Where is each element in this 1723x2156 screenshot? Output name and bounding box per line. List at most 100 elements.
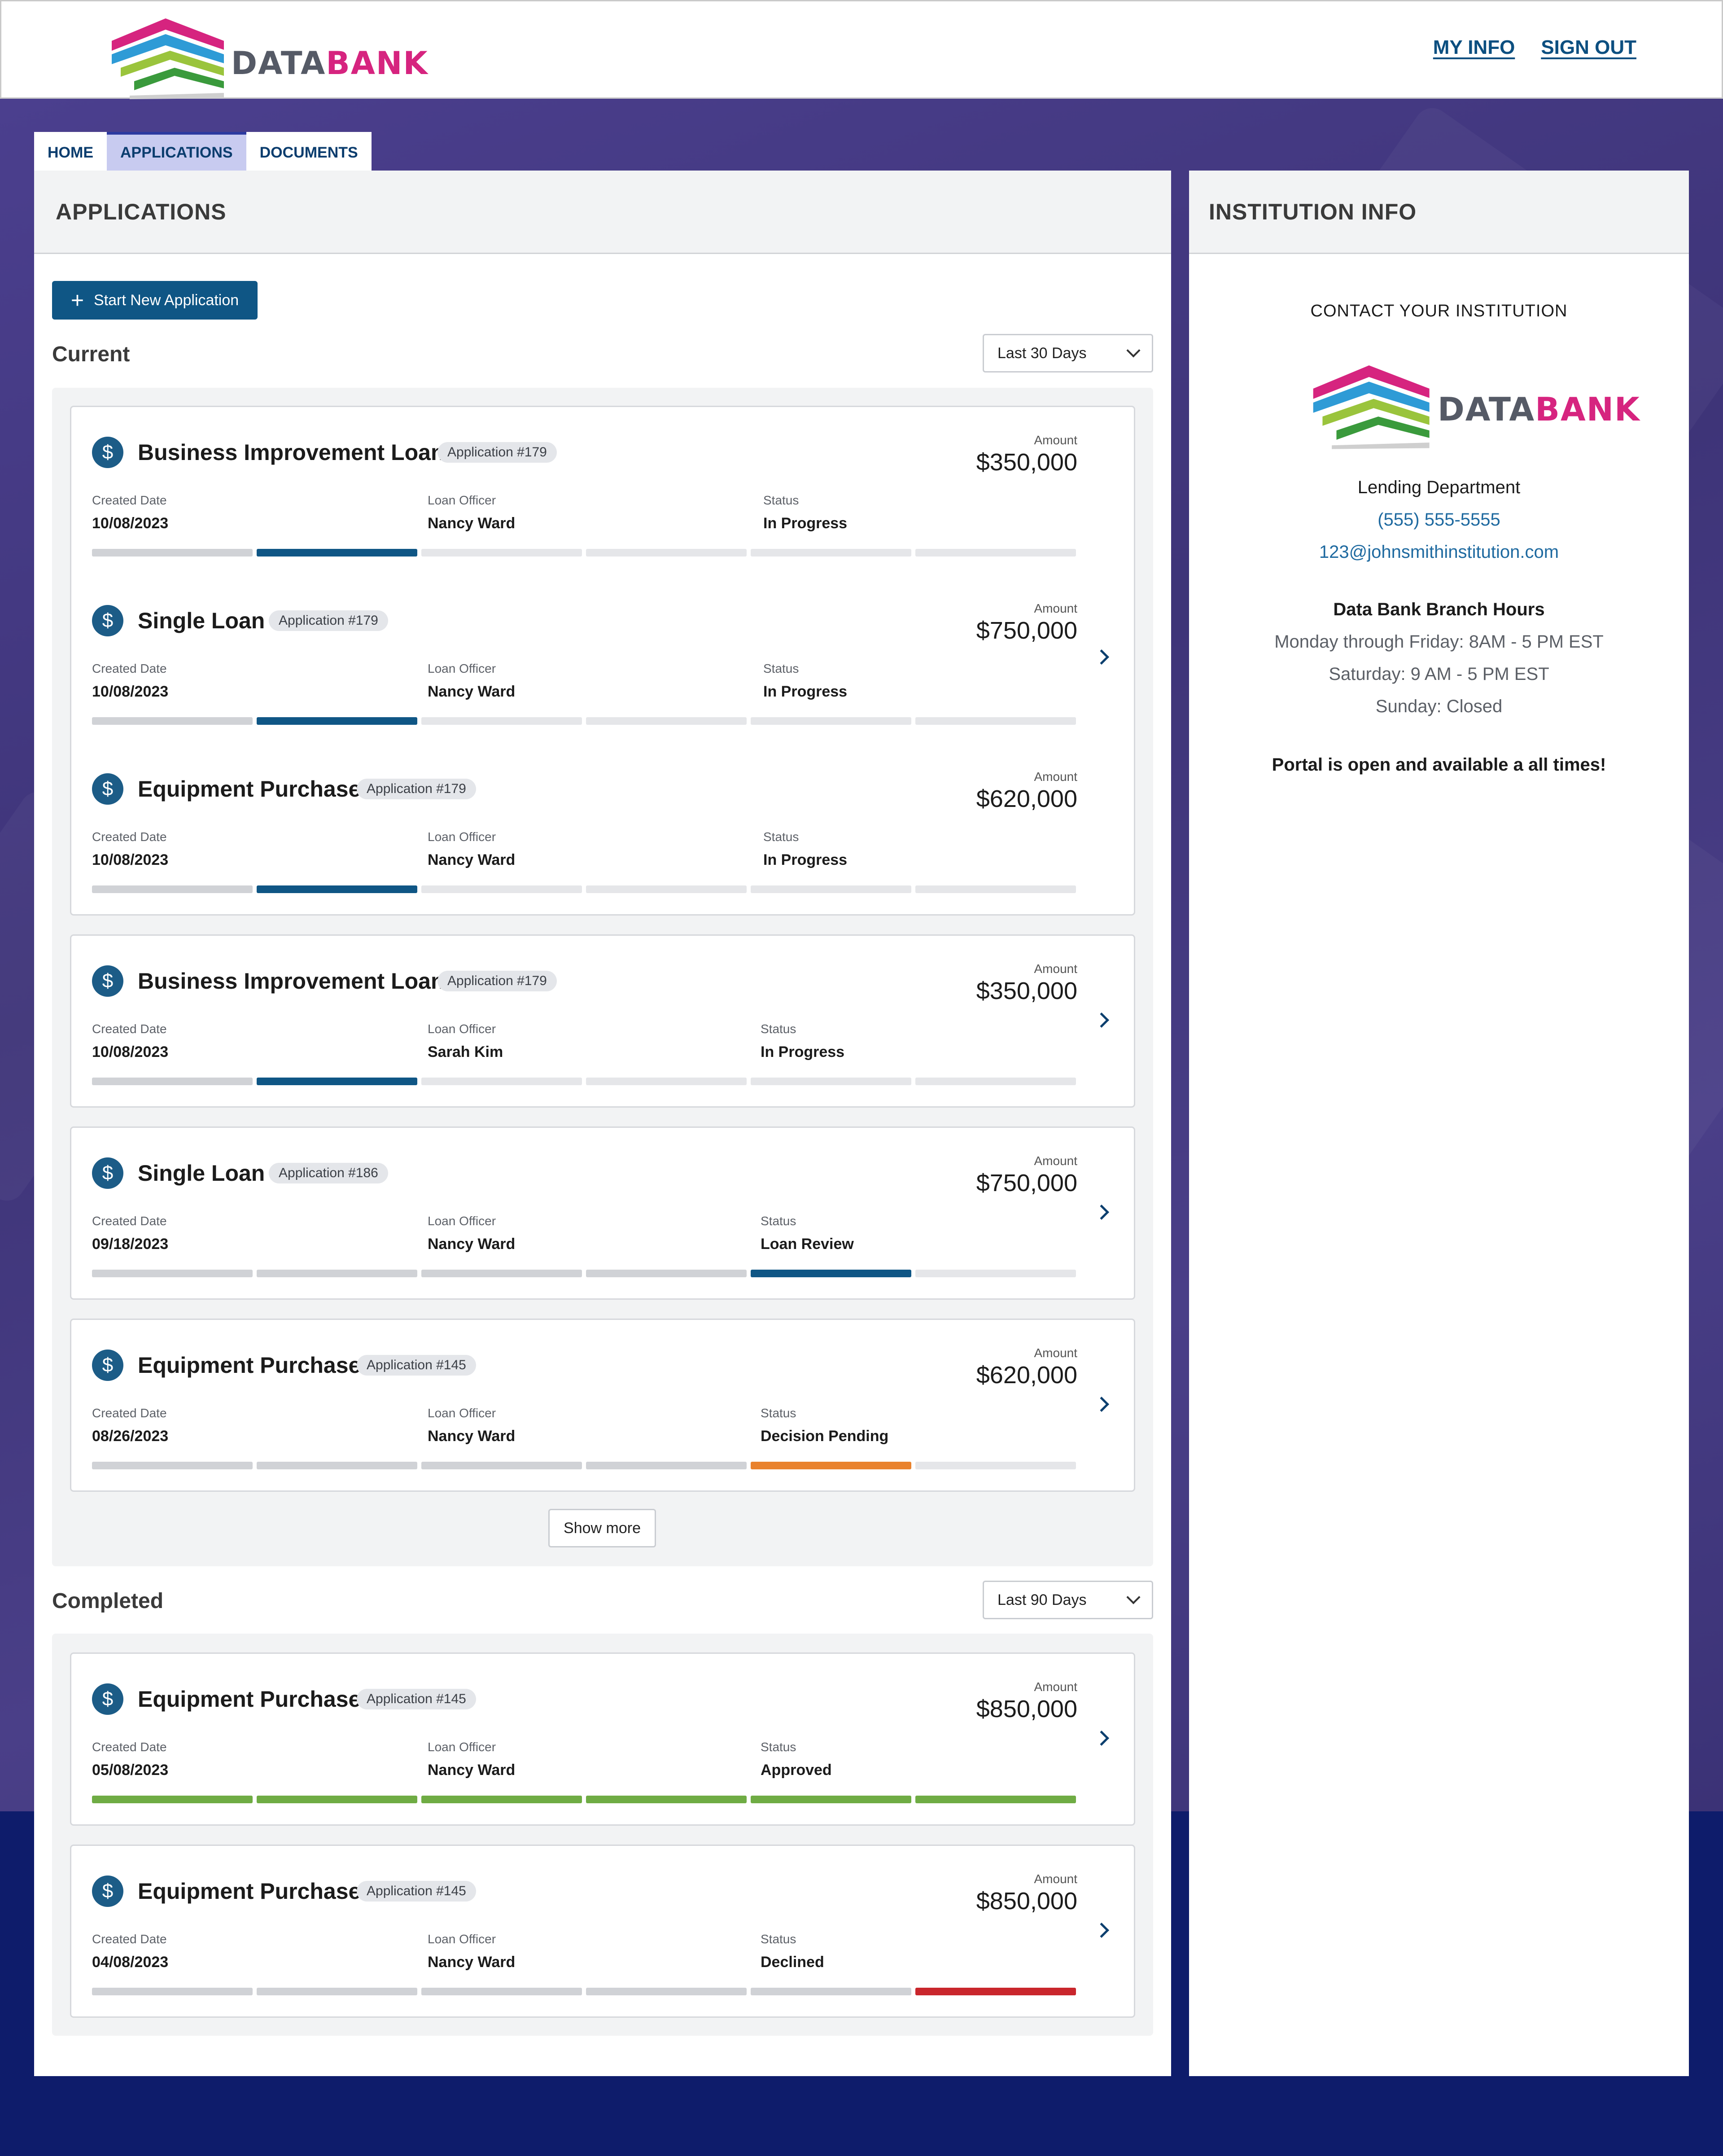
progress-segment (586, 885, 747, 893)
progress-segment (915, 1462, 1076, 1469)
chevron-right-icon[interactable] (1094, 1012, 1109, 1028)
progress-segment (421, 1270, 582, 1277)
status-label: Status (763, 493, 799, 507)
hours-sunday: Sunday: Closed (1375, 697, 1503, 716)
chevron-down-icon (1126, 1590, 1141, 1604)
application-card[interactable]: $ Single Loan Application #186 Amount $7… (70, 1126, 1135, 1300)
top-nav: MY INFO SIGN OUT (1433, 36, 1636, 59)
progress-segment (421, 1462, 582, 1469)
progress-bar (92, 1796, 1076, 1803)
status-value: Declined (761, 1954, 824, 1971)
created-date-label: Created Date (92, 1740, 167, 1754)
amount-value: $750,000 (976, 617, 1077, 644)
amount-value: $620,000 (976, 1362, 1077, 1389)
chevron-right-icon[interactable] (1094, 649, 1109, 665)
application-number-badge: Application #179 (437, 442, 557, 463)
application-title: Single Loan (138, 608, 265, 633)
loan-officer-label: Loan Officer (428, 493, 496, 507)
progress-segment (257, 885, 417, 893)
brand-logo[interactable]: DATABANK (103, 9, 429, 99)
chevron-right-icon[interactable] (1094, 1205, 1109, 1220)
progress-bar (92, 549, 1076, 557)
phone-link[interactable]: (555) 555-5555 (1378, 510, 1500, 530)
tab-documents[interactable]: DOCUMENTS (246, 132, 372, 171)
progress-segment (915, 1078, 1076, 1085)
progress-segment (915, 885, 1076, 893)
progress-segment (421, 885, 582, 893)
sign-out-link[interactable]: SIGN OUT (1541, 36, 1636, 58)
progress-bar (92, 1462, 1076, 1469)
chevron-right-icon[interactable] (1094, 1923, 1109, 1938)
created-date-label: Created Date (92, 1406, 167, 1420)
application-card[interactable]: $ Equipment Purchase Application #145 Am… (70, 1319, 1135, 1492)
loan-officer-value: Nancy Ward (428, 1762, 516, 1779)
chevron-right-icon[interactable] (1094, 1397, 1109, 1412)
chevron-right-icon[interactable] (1094, 1731, 1109, 1746)
progress-segment (421, 549, 582, 557)
progress-bar (92, 885, 1076, 893)
amount-value: $350,000 (976, 977, 1077, 1004)
start-new-application-button[interactable]: + Start New Application (52, 281, 258, 320)
application-entry[interactable]: $ Single Loan Application #179 Amount $7… (71, 575, 1134, 744)
loan-officer-label: Loan Officer (428, 1214, 496, 1228)
dollar-icon: $ (92, 1876, 123, 1907)
application-card[interactable]: $ Equipment Purchase Application #145 Am… (70, 1845, 1135, 2018)
status-value: In Progress (763, 851, 848, 868)
loan-officer-value: Nancy Ward (428, 683, 516, 700)
completed-section-title: Completed (52, 1589, 164, 1613)
progress-segment (257, 1270, 417, 1277)
amount-label: Amount (1034, 601, 1078, 615)
application-card[interactable]: $ Equipment Purchase Application #145 Am… (70, 1652, 1135, 1826)
status-label: Status (763, 830, 799, 844)
created-date-value: 04/08/2023 (92, 1954, 169, 1971)
amount-value: $750,000 (976, 1170, 1077, 1196)
progress-segment (257, 1078, 417, 1085)
progress-segment (915, 549, 1076, 557)
progress-segment (92, 1796, 253, 1803)
applications-panel-title: APPLICATIONS (34, 171, 1171, 254)
amount-label: Amount (1034, 1680, 1078, 1694)
progress-segment (257, 717, 417, 725)
amount-label: Amount (1034, 1346, 1078, 1360)
completed-date-filter[interactable]: Last 90 Days (983, 1581, 1153, 1619)
application-number-badge: Application #179 (437, 971, 557, 991)
loan-officer-label: Loan Officer (428, 1022, 496, 1036)
logo-mark-icon (112, 18, 224, 99)
application-card: $ Business Improvement Loan Application … (70, 406, 1135, 916)
tab-applications[interactable]: APPLICATIONS (107, 132, 246, 171)
progress-segment (751, 1796, 911, 1803)
loan-officer-label: Loan Officer (428, 1406, 496, 1420)
progress-segment (915, 717, 1076, 725)
loan-officer-value: Sarah Kim (428, 1043, 503, 1060)
application-number-badge: Application #145 (357, 1881, 476, 1902)
progress-segment (92, 885, 253, 893)
created-date-label: Created Date (92, 1022, 167, 1036)
created-date-value: 09/18/2023 (92, 1236, 169, 1253)
chevron-down-icon (1126, 343, 1141, 358)
tab-home[interactable]: HOME (34, 132, 107, 171)
amount-value: $350,000 (976, 449, 1077, 476)
loan-officer-value: Nancy Ward (428, 1954, 516, 1971)
application-title: Business Improvement Loan (138, 968, 445, 994)
start-new-application-label: Start New Application (94, 291, 239, 309)
loan-officer-label: Loan Officer (428, 662, 496, 675)
loan-officer-label: Loan Officer (428, 830, 496, 844)
progress-segment (92, 1462, 253, 1469)
application-title: Equipment Purchase (138, 776, 361, 802)
show-more-button[interactable]: Show more (548, 1509, 656, 1547)
application-entry[interactable]: $ Equipment Purchase Application #179 Am… (71, 744, 1134, 914)
branch-hours-title: Data Bank Branch Hours (1333, 600, 1545, 619)
current-date-filter[interactable]: Last 30 Days (983, 334, 1153, 372)
email-link[interactable]: 123@johnsmithinstitution.com (1319, 542, 1559, 562)
created-date-value: 05/08/2023 (92, 1762, 169, 1779)
institution-wordmark: DATABANK (1438, 390, 1640, 428)
amount-label: Amount (1034, 433, 1078, 447)
status-value: Decision Pending (761, 1428, 889, 1445)
my-info-link[interactable]: MY INFO (1433, 36, 1515, 58)
created-date-value: 08/26/2023 (92, 1428, 169, 1445)
application-entry[interactable]: $ Business Improvement Loan Application … (71, 407, 1134, 575)
application-card[interactable]: $ Business Improvement Loan Application … (70, 934, 1135, 1108)
progress-segment (586, 717, 747, 725)
progress-segment (751, 1988, 911, 1995)
created-date-label: Created Date (92, 493, 167, 507)
